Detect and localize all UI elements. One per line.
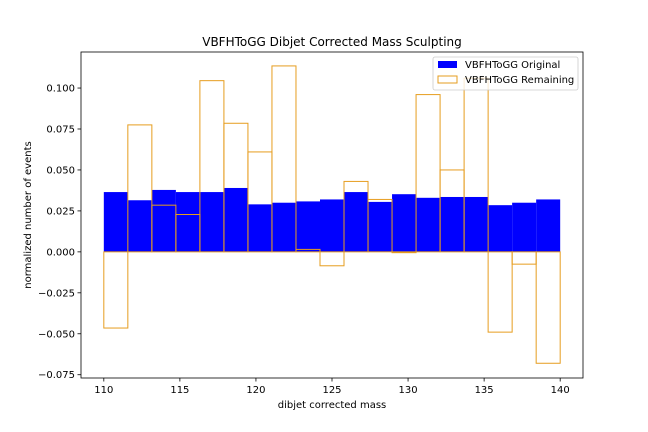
y-axis: −0.075 −0.050 −0.025 0.000 0.025 0.050 0.075 0.… xyxy=(38,84,81,381)
legend-label-original: VBFHToGG Original xyxy=(465,60,560,71)
bar-remaining xyxy=(319,251,345,267)
x-tick-label: 135 xyxy=(475,385,494,396)
bar-original xyxy=(175,192,200,252)
bar-original xyxy=(512,202,537,252)
bar-original xyxy=(488,205,513,252)
legend-box xyxy=(432,56,579,91)
x-tick-label: 140 xyxy=(551,385,570,396)
bar-original xyxy=(103,192,128,252)
legend: VBFHToGG Original VBFHToGG Remaining xyxy=(432,56,579,91)
bar-original xyxy=(416,197,441,252)
bar-remaining xyxy=(367,198,393,253)
bar-remaining xyxy=(511,251,537,265)
legend-swatch-remaining xyxy=(437,75,458,84)
legend-swatch-original xyxy=(438,61,457,68)
x-tick-label: 115 xyxy=(170,385,189,396)
y-axis-title: normalized number of events xyxy=(23,141,34,288)
bar-remaining xyxy=(535,251,561,364)
bar-remaining xyxy=(127,124,153,253)
bar-original xyxy=(464,196,489,252)
legend-label-remaining: VBFHToGG Remaining xyxy=(465,75,574,86)
y-tick-label: 0.100 xyxy=(46,84,75,95)
y-tick-label: 0.050 xyxy=(46,165,75,176)
bar-remaining xyxy=(295,248,321,253)
y-tick-label: 0.075 xyxy=(46,124,75,135)
bar-remaining xyxy=(271,65,297,253)
y-tick-label: −0.075 xyxy=(38,370,75,381)
chart-title: VBFHToGG Dibjet Corrected Mass Sculpting xyxy=(202,35,462,49)
y-tick-label: −0.025 xyxy=(38,288,75,299)
bar-original xyxy=(368,201,393,252)
x-tick-label: 110 xyxy=(94,385,113,396)
bar-remaining xyxy=(391,251,417,254)
bar-original xyxy=(392,194,417,252)
bar-original xyxy=(127,200,152,252)
y-tick-label: 0.025 xyxy=(46,206,75,217)
bar-original xyxy=(344,192,369,252)
plot-area xyxy=(103,65,561,364)
bar-original xyxy=(536,199,561,252)
x-axis: 110 115 120 125 130 135 140 xyxy=(94,378,570,396)
bar-original xyxy=(319,199,345,252)
bar-remaining xyxy=(103,251,129,329)
x-tick-label: 125 xyxy=(322,385,341,396)
bar-remaining xyxy=(487,251,513,333)
bar-original xyxy=(151,189,176,252)
bar-original xyxy=(223,187,248,252)
x-tick-label: 130 xyxy=(399,385,418,396)
bar-original xyxy=(247,204,272,252)
bar-original xyxy=(295,201,320,252)
x-axis-title: dibjet corrected mass xyxy=(278,400,387,411)
bar-original xyxy=(440,196,465,252)
y-tick-label: −0.050 xyxy=(38,329,75,340)
x-tick-label: 120 xyxy=(246,385,265,396)
bar-original xyxy=(271,202,296,252)
bar-original xyxy=(199,192,224,252)
y-tick-label: 0.000 xyxy=(46,247,75,258)
